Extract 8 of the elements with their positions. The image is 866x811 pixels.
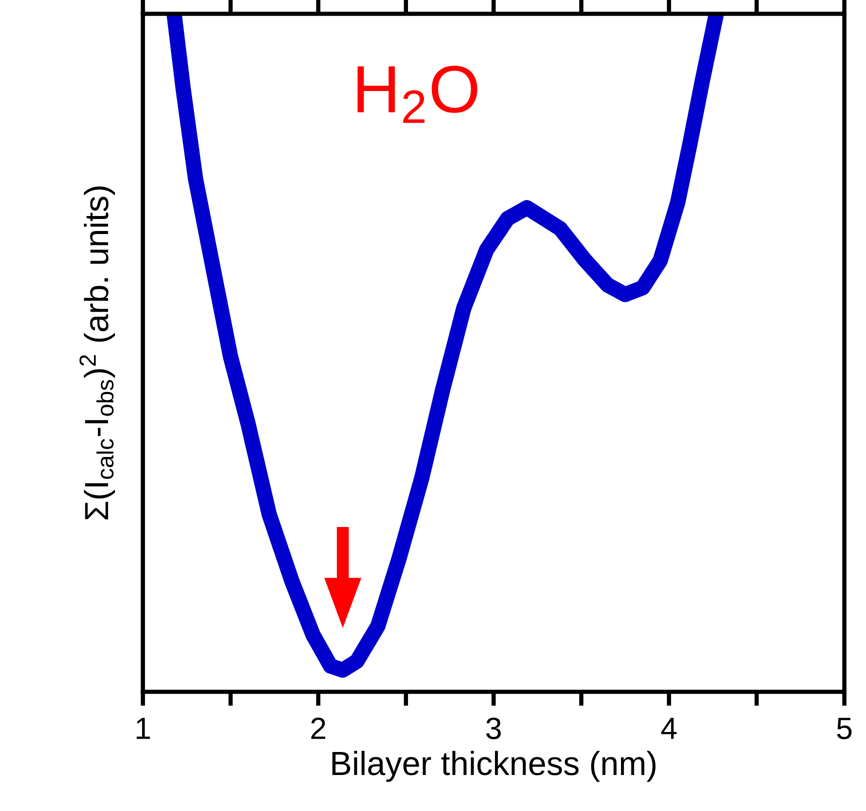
x-tick-label: 2 [311,718,326,739]
x-tick-label: 1 [136,718,150,739]
annotation: H$_{2}$O [358,66,478,123]
x-tick-label: 3 [486,718,501,740]
x-axis-title: Bilayer thickness (nm) [332,750,656,782]
x-tick-label: 5 [837,718,852,740]
y-axis-title: Σ(I$_{calc}$-I$_{obs}$)$^{2}$ (arb. units) [79,186,115,520]
x-tick-label: 4 [661,718,677,739]
